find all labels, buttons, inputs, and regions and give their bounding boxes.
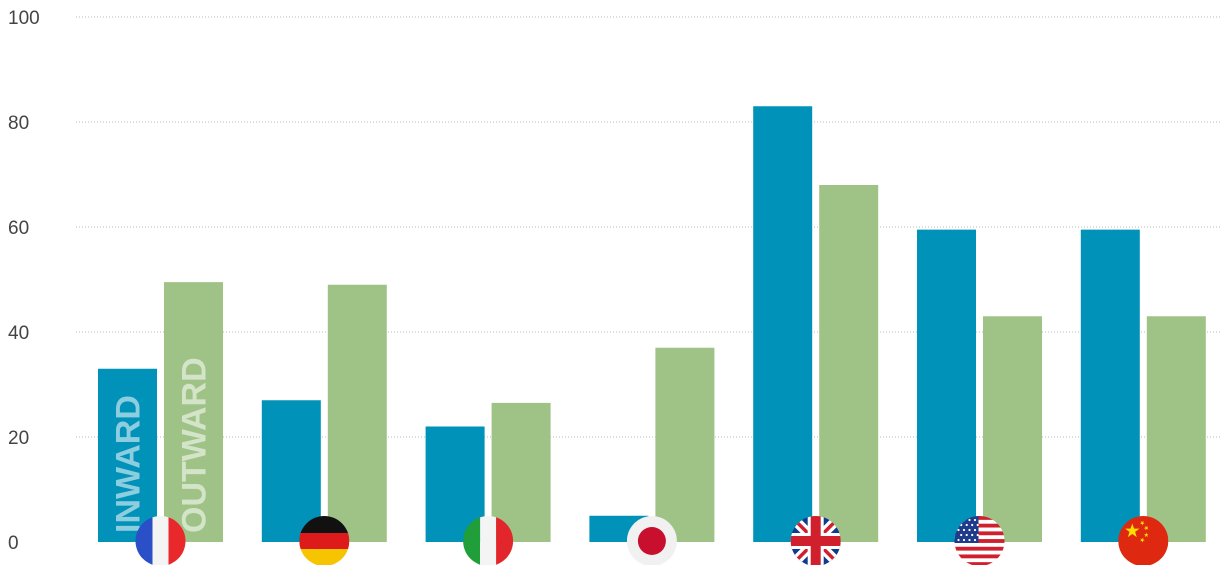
y-tick-label: 0: [8, 533, 19, 554]
inward-bar: [98, 368, 157, 542]
y-tick-label: 100: [8, 8, 40, 29]
germany-flag-icon: [299, 516, 350, 565]
france-flag-icon: [135, 516, 186, 565]
inward-bar: [917, 229, 976, 542]
uk-flag-icon: [790, 516, 841, 565]
inward-bar: [261, 400, 321, 542]
y-tick-label: 40: [8, 323, 29, 344]
japan-flag-icon: [626, 516, 677, 565]
inward-bar: [1080, 229, 1140, 542]
series-labels: INWARD OUTWARD: [110, 357, 214, 533]
grid-lines: [76, 16, 1221, 438]
y-tick-label: 80: [8, 113, 29, 134]
outward-bar: [164, 282, 223, 542]
outward-bar: [1146, 316, 1206, 542]
outward-bar: [819, 185, 879, 542]
y-axis-ticks: 0 20 40 60 80 100: [8, 8, 40, 554]
category-flags: [135, 516, 1169, 565]
outward-bar: [491, 402, 551, 542]
y-tick-label: 20: [8, 428, 29, 449]
bars: [98, 106, 1206, 542]
inward-bar: [753, 106, 813, 542]
series-label-inward: INWARD: [110, 395, 148, 533]
usa-flag-icon: [954, 516, 1005, 565]
italy-flag-icon: [463, 516, 514, 565]
outward-bar: [655, 347, 715, 542]
outward-bar: [327, 284, 387, 542]
outward-bar: [983, 316, 1042, 542]
china-flag-icon: [1118, 516, 1169, 565]
y-tick-label: 60: [8, 218, 29, 239]
series-label-outward: OUTWARD: [176, 357, 214, 533]
